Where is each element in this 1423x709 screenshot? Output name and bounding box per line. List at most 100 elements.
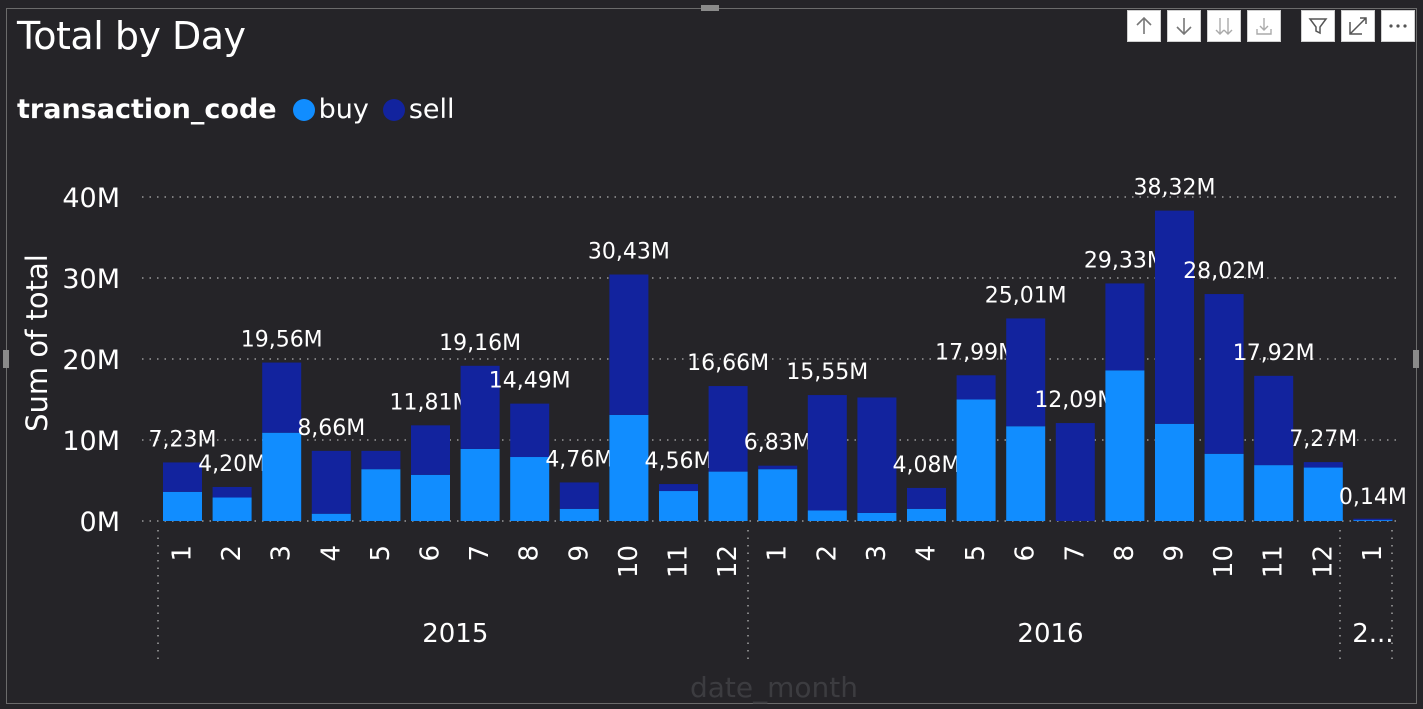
bar-sell-8 (559, 482, 599, 509)
bar-sell-1 (212, 486, 252, 498)
group-label-2016: 2016 (1017, 619, 1083, 649)
bar-buy-22 (1254, 465, 1294, 521)
x-tick-label: 6 (1011, 545, 1041, 562)
drill-up-button[interactable] (1127, 10, 1161, 42)
focus-mode-button[interactable] (1341, 10, 1375, 42)
x-tick-label: 3 (267, 545, 297, 562)
bar-buy-15 (907, 508, 946, 521)
filter-icon (1308, 18, 1328, 35)
data-label: 0,14M (1339, 485, 1407, 510)
data-label: 29,33M (1084, 248, 1166, 273)
data-label: 16,66M (687, 351, 769, 376)
data-label: 17,99M (935, 340, 1017, 365)
data-label: 19,56M (241, 328, 323, 353)
bar-sell-11 (708, 386, 748, 472)
bar-sell-19 (1105, 283, 1145, 371)
legend-item-sell[interactable]: sell (382, 94, 455, 125)
bar-sell-12 (758, 465, 798, 470)
legend-item-buy[interactable]: buy (292, 94, 369, 125)
bar-sell-2 (262, 362, 302, 433)
y-axis-title: Sum of total (20, 254, 54, 432)
data-label: 4,08M (893, 453, 961, 478)
bar-buy-5 (411, 474, 450, 521)
bar-sell-20 (1155, 210, 1194, 424)
x-tick-label: 8 (1110, 545, 1140, 562)
data-label: 15,55M (786, 360, 868, 385)
bar-buy-17 (1006, 426, 1046, 521)
x-tick-label: 10 (614, 545, 644, 578)
y-tick-label: 40M (62, 183, 120, 214)
chart-title: Total by Day (17, 14, 246, 58)
y-tick-label: 10M (62, 426, 120, 457)
visual-toolbar (1121, 10, 1415, 42)
data-label: 8,66M (297, 416, 365, 441)
data-label: 4,20M (198, 452, 266, 477)
bar-buy-6 (460, 448, 500, 521)
bar-buy-1 (212, 497, 252, 521)
x-tick-label: 8 (515, 545, 545, 562)
x-tick-label: 1 (763, 545, 793, 562)
data-label: 4,76M (545, 447, 613, 472)
bar-buy-16 (956, 399, 996, 521)
data-label: 4,56M (645, 449, 713, 474)
x-tick-label: 11 (1259, 545, 1289, 578)
bar-buy-14 (857, 512, 897, 521)
bar-buy-13 (807, 510, 847, 521)
drill-down-icon (1176, 18, 1192, 36)
drill-down-button[interactable] (1167, 10, 1201, 42)
more-options-button[interactable] (1381, 10, 1415, 42)
filter-button[interactable] (1301, 10, 1335, 42)
bar-sell-6 (460, 365, 500, 449)
x-tick-label: 7 (1060, 545, 1090, 562)
data-label: 14,49M (489, 369, 571, 394)
bar-sell-21 (1204, 294, 1244, 454)
y-tick-label: 20M (62, 345, 120, 376)
bar-sell-3 (311, 450, 351, 514)
data-label: 6,83M (744, 431, 812, 456)
bar-sell-23 (1303, 462, 1343, 468)
bar-buy-3 (311, 513, 351, 521)
more-options-icon (1389, 24, 1407, 28)
bar-sell-15 (907, 487, 946, 509)
bar-sell-18 (1055, 423, 1095, 521)
x-tick-label: 12 (713, 545, 743, 578)
x-tick-label: 1 (168, 545, 198, 562)
bar-sell-14 (857, 397, 897, 513)
x-tick-label: 5 (961, 545, 991, 562)
bar-sell-5 (411, 425, 450, 475)
bar-sell-24 (1353, 518, 1393, 521)
resize-handle-right[interactable] (1413, 350, 1419, 368)
x-tick-label: 1 (1358, 545, 1388, 562)
resize-handle-left[interactable] (3, 350, 9, 368)
bar-buy-11 (708, 471, 748, 521)
expand-hierarchy-icon (1256, 18, 1272, 35)
x-tick-label: 12 (1308, 545, 1338, 578)
expand-hierarchy-button[interactable] (1247, 10, 1281, 42)
bar-sell-7 (510, 403, 550, 458)
next-level-button[interactable] (1207, 10, 1241, 42)
bar-buy-8 (559, 508, 599, 521)
bar-buy-21 (1204, 453, 1244, 521)
data-label: 38,32M (1134, 176, 1216, 201)
y-tick-label: 30M (62, 264, 120, 295)
bar-buy-9 (609, 414, 649, 521)
legend-swatch-buy (292, 98, 315, 121)
bar-sell-22 (1254, 375, 1294, 466)
legend: transaction_code buy sell (17, 94, 469, 125)
bar-sell-4 (361, 450, 401, 470)
data-label: 11,81M (390, 390, 472, 415)
group-label-2...: 2... (1352, 619, 1393, 649)
next-level-icon (1215, 18, 1233, 35)
x-tick-label: 7 (465, 545, 495, 562)
bar-buy-20 (1155, 423, 1194, 521)
bar-buy-10 (659, 491, 698, 521)
data-label: 25,01M (985, 283, 1067, 308)
bar-sell-17 (1006, 318, 1046, 427)
x-tick-label: 6 (416, 545, 446, 562)
x-tick-label: 11 (664, 545, 694, 578)
focus-mode-icon (1349, 17, 1367, 35)
resize-handle-top[interactable] (701, 5, 719, 11)
x-tick-label: 5 (366, 545, 396, 562)
y-tick-label: 0M (80, 507, 120, 538)
data-label: 12,09M (1034, 388, 1116, 413)
